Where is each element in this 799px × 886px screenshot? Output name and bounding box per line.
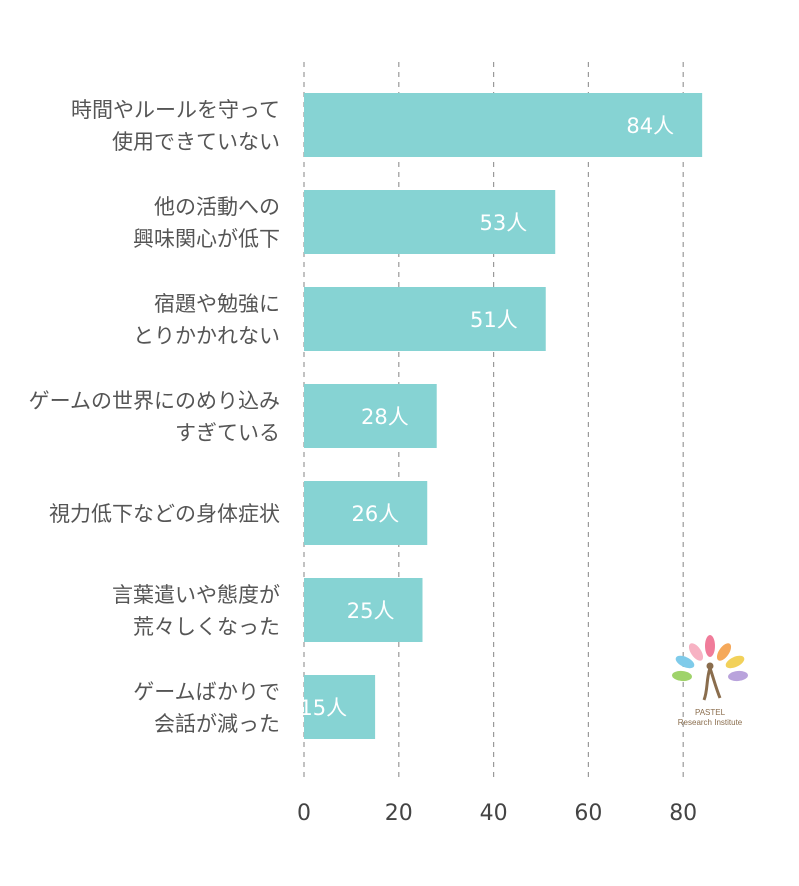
logo-subtitle: Research Institute bbox=[678, 718, 743, 727]
category-label-5-1: 視力低下などの身体症状 bbox=[49, 502, 280, 526]
category-label-2-1: 他の活動への bbox=[154, 195, 280, 219]
gridlines bbox=[303, 62, 684, 782]
bar-4 bbox=[304, 384, 437, 448]
x-tick-label-20: 20 bbox=[385, 801, 413, 826]
bar-value-label-1: 84人 bbox=[626, 114, 674, 138]
bar-value-label-4: 28人 bbox=[361, 405, 409, 429]
category-label-3-2: とりかかれない bbox=[133, 324, 280, 348]
bar-value-label-5: 26人 bbox=[352, 502, 400, 526]
logo-name: PASTEL bbox=[695, 708, 726, 717]
x-tick-label-80: 80 bbox=[669, 801, 697, 826]
category-label-6-1: 言葉遣いや態度が bbox=[112, 583, 280, 607]
bar-value-label-2: 53人 bbox=[479, 211, 527, 235]
category-label-4-1: ゲームの世界にのめり込み bbox=[29, 389, 280, 413]
bar-2 bbox=[304, 190, 556, 254]
category-label-3-1: 宿題や勉強に bbox=[154, 292, 280, 316]
x-tick-label-0: 0 bbox=[297, 801, 311, 826]
bar-5 bbox=[304, 481, 428, 545]
bar-1 bbox=[304, 93, 703, 157]
bars: 84人 53人 51人 28人 26人 25人 15人 bbox=[299, 93, 703, 739]
category-label-4-2: すぎている bbox=[175, 421, 280, 445]
category-label-2-2: 興味関心が低下 bbox=[133, 227, 280, 251]
logo-tree-icon bbox=[672, 635, 748, 701]
bar-3 bbox=[304, 287, 546, 351]
category-label-1-1: 時間やルールを守って bbox=[71, 98, 280, 122]
category-labels: 時間やルールを守って使用できていない他の活動への興味関心が低下宿題や勉強にとりか… bbox=[29, 98, 280, 736]
bar-7 bbox=[304, 675, 376, 739]
category-label-7-2: 会話が減った bbox=[154, 712, 280, 736]
bar-6 bbox=[304, 578, 423, 642]
x-axis-ticks: 0 20 40 60 80 bbox=[297, 801, 697, 826]
category-label-7-1: ゲームばかりで bbox=[133, 680, 280, 704]
category-label-1-2: 使用できていない bbox=[112, 130, 280, 154]
x-tick-label-40: 40 bbox=[480, 801, 508, 826]
bar-value-label-3: 51人 bbox=[470, 308, 518, 332]
bar-value-label-6: 25人 bbox=[347, 599, 395, 623]
pastel-logo: PASTEL Research Institute bbox=[672, 635, 748, 727]
category-label-6-2: 荒々しくなった bbox=[133, 615, 280, 639]
x-tick-label-60: 60 bbox=[574, 801, 602, 826]
bar-value-label-7: 15人 bbox=[299, 696, 347, 720]
